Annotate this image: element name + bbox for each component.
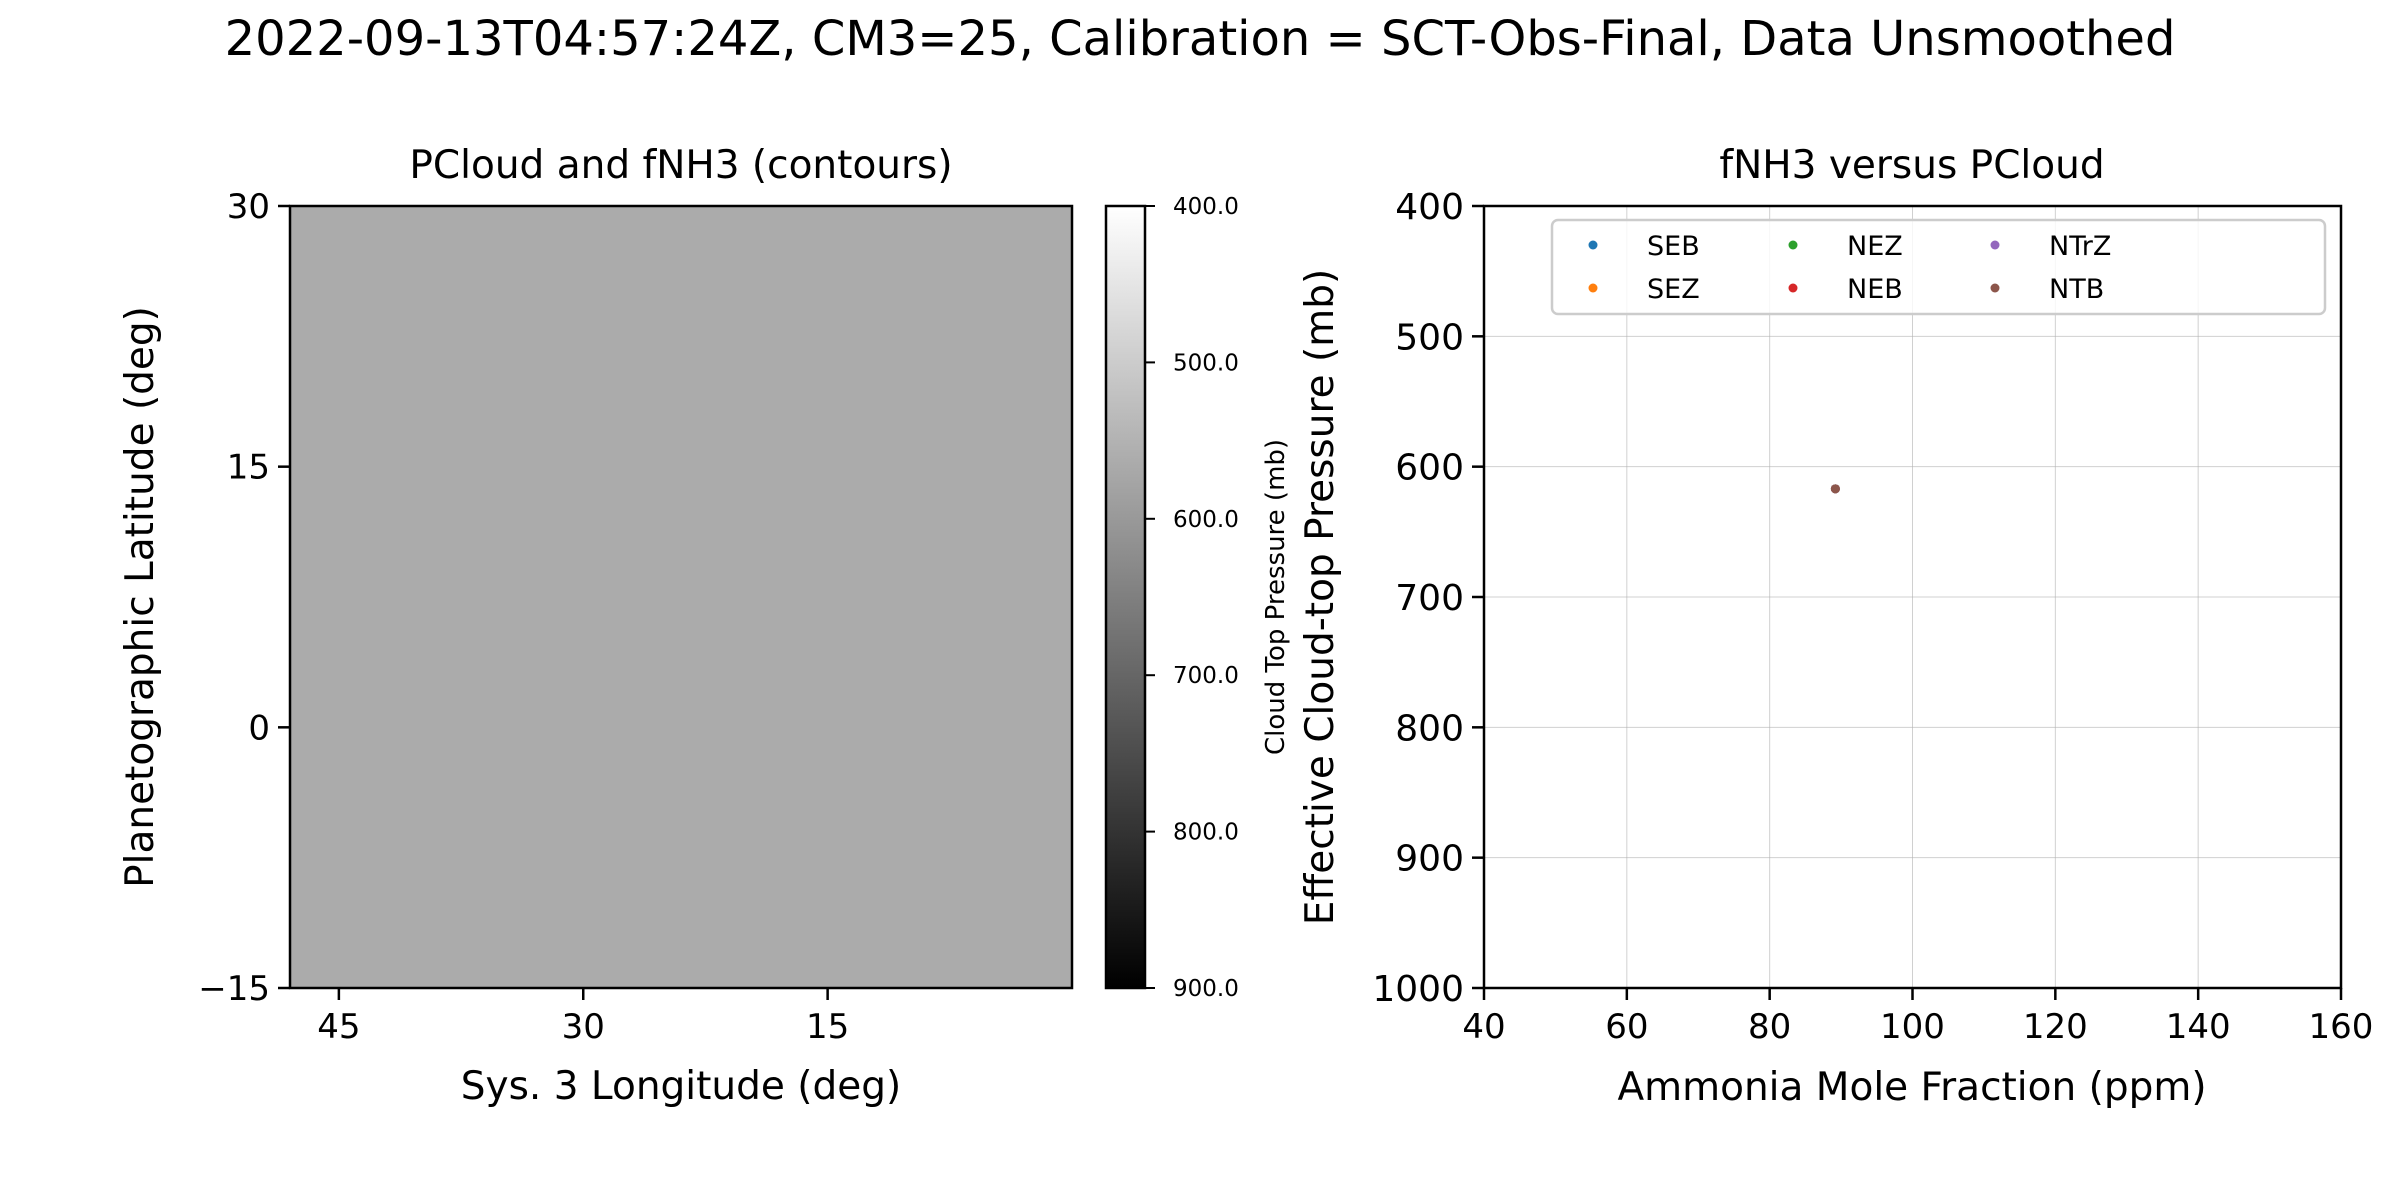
scatter-x-tick-label: 80 [1748, 1007, 1791, 1047]
scatter-x-tick-label: 40 [1462, 1007, 1505, 1047]
heatmap-field [290, 206, 1072, 988]
heatmap-y-axis-label: Planetographic Latitude (deg) [118, 306, 163, 888]
legend-marker-nez [1788, 240, 1798, 250]
scatter-title: fNH3 versus PCloud [1719, 143, 2104, 188]
scatter-panel: fNH3 versus PCloud 40 60 80 100 120 140 160 40… [1298, 143, 2373, 1110]
scatter-point-ntb [1830, 484, 1840, 494]
legend-marker-sez [1588, 283, 1598, 293]
heatmap-x-tick-label: 45 [317, 1007, 360, 1047]
heatmap-y-tick-label: 30 [227, 187, 270, 227]
colorbar-tick-label: 700.0 [1173, 663, 1239, 689]
heatmap-x-tick-label: 15 [806, 1007, 849, 1047]
scatter-x-ticks: 40 60 80 100 120 140 160 [1462, 988, 2373, 1047]
legend-marker-ntb [1990, 283, 2000, 293]
scatter-x-tick-label: 140 [2166, 1007, 2231, 1047]
scatter-y-tick-label: 800 [1395, 708, 1464, 749]
colorbar-label: Cloud Top Pressure (mb) [1261, 439, 1291, 755]
legend-marker-ntrz [1990, 240, 2000, 250]
heatmap-x-axis-label: Sys. 3 Longitude (deg) [461, 1064, 901, 1109]
scatter-y-ticks: 400 500 600 700 800 900 1000 [1372, 187, 1484, 1010]
colorbar: 400.0 500.0 600.0 700.0 800.0 900.0 Cloud Top… [1104, 194, 1291, 1002]
legend-label-ntrz: NTrZ [2049, 231, 2111, 262]
legend-label-seb: SEB [1647, 231, 1700, 262]
colorbar-gradient [1104, 204, 1147, 990]
heatmap-title: PCloud and fNH3 (contours) [409, 143, 952, 188]
legend-label-ntb: NTB [2049, 274, 2104, 305]
scatter-x-axis-label: Ammonia Mole Fraction (ppm) [1617, 1065, 2206, 1110]
figure-suptitle: 2022-09-13T04:57:24Z, CM3=25, Calibratio… [225, 11, 2176, 67]
heatmap-x-tick-label: 30 [562, 1007, 605, 1047]
legend-label-neb: NEB [1847, 274, 1903, 305]
scatter-y-tick-label: 1000 [1372, 969, 1464, 1010]
colorbar-tick-label: 900.0 [1173, 976, 1239, 1002]
legend-marker-seb [1588, 240, 1598, 250]
scatter-y-axis-label: Effective Cloud-top Pressure (mb) [1298, 269, 1343, 925]
legend-label-sez: SEZ [1647, 274, 1700, 305]
scatter-y-tick-label: 500 [1395, 317, 1464, 358]
scatter-x-tick-label: 60 [1605, 1007, 1648, 1047]
colorbar-ticks: 400.0 500.0 600.0 700.0 800.0 900.0 [1145, 194, 1239, 1002]
heatmap-y-tick-label: −15 [198, 969, 270, 1009]
scatter-y-tick-label: 400 [1395, 187, 1464, 228]
colorbar-tick-label: 500.0 [1173, 350, 1239, 376]
heatmap-frame [288, 204, 1074, 990]
scatter-points [1830, 484, 1840, 494]
scatter-grid [1483, 205, 2342, 989]
colorbar-tick-label: 400.0 [1173, 194, 1239, 220]
heatmap-y-tick-label: 0 [248, 708, 270, 748]
scatter-x-tick-label: 100 [1880, 1007, 1945, 1047]
heatmap-y-tick-label: 15 [227, 448, 270, 488]
scatter-legend-box [1550, 218, 2327, 316]
scatter-legend-items: SEB SEZ NEZ NEB NTrZ NTB [1588, 231, 2111, 305]
heatmap-x-ticks: 45 30 15 [317, 988, 849, 1047]
legend-label-nez: NEZ [1847, 231, 1903, 262]
scatter-x-tick-label: 160 [2309, 1007, 2374, 1047]
scatter-legend: SEB SEZ NEZ NEB NTrZ NTB [1550, 218, 2327, 316]
scatter-y-tick-label: 900 [1395, 839, 1464, 880]
scatter-x-tick-label: 120 [2023, 1007, 2088, 1047]
legend-marker-neb [1788, 283, 1798, 293]
scatter-y-tick-label: 600 [1395, 448, 1464, 489]
colorbar-tick-label: 800.0 [1173, 820, 1239, 846]
heatmap-panel: PCloud and fNH3 (contours) 45 30 15 30 15 0 −… [118, 143, 1074, 1109]
heatmap-y-ticks: 30 15 0 −15 [198, 187, 290, 1009]
scatter-y-tick-label: 700 [1395, 578, 1464, 619]
colorbar-tick-label: 600.0 [1173, 507, 1239, 533]
